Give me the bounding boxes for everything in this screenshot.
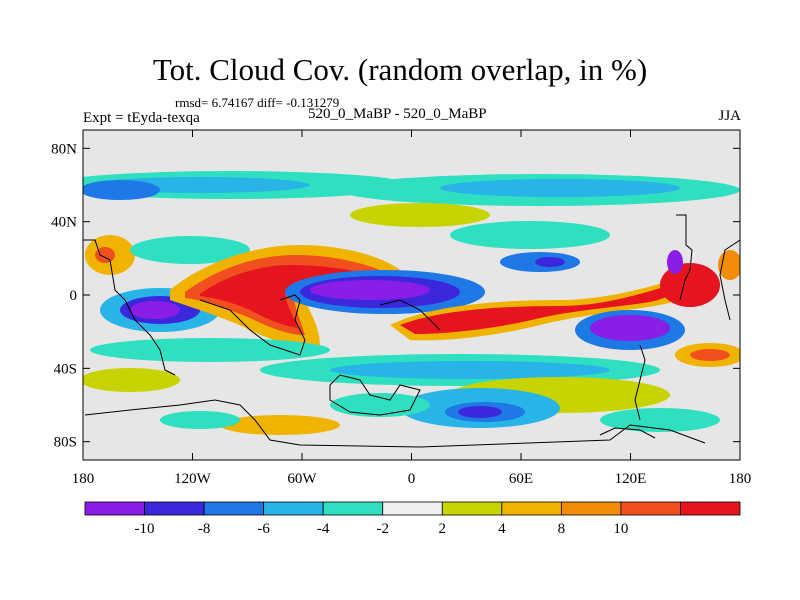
lightblue-south bbox=[330, 361, 610, 379]
cyan-south-5 bbox=[160, 411, 240, 429]
colorbar-bin bbox=[144, 501, 205, 516]
colorbar-bin bbox=[203, 501, 265, 516]
coastline-south-america bbox=[199, 294, 306, 356]
colorbar-bin bbox=[680, 501, 741, 516]
colorbar-bin bbox=[322, 501, 384, 516]
x-tick-label: 180 bbox=[72, 471, 95, 487]
colorbar: -10 -8 -6 -4 -2 2 4 8 10 bbox=[84, 501, 741, 537]
colorbar-label: 10 bbox=[613, 521, 628, 537]
colorbar-bin bbox=[501, 501, 562, 516]
coastline-africa-south bbox=[329, 374, 421, 416]
yellow-patch-1 bbox=[350, 203, 490, 227]
yellow-south bbox=[83, 368, 180, 392]
y-tick-label: 40S bbox=[54, 361, 77, 377]
colorbar-bin bbox=[84, 501, 145, 516]
colorbar-label: -4 bbox=[317, 521, 330, 537]
band-north-lightblue-2 bbox=[440, 179, 680, 197]
indigo-south bbox=[458, 406, 502, 418]
x-tick-label: 180 bbox=[729, 471, 752, 487]
rmsd-diff-stats: rmsd= 6.74167 diff= -0.131279 bbox=[175, 95, 340, 110]
violet-far-east bbox=[667, 250, 683, 274]
y-tick-label: 40N bbox=[51, 215, 77, 231]
contour-field bbox=[83, 130, 740, 460]
y-axis: 80N 40N 0 40S 80S bbox=[51, 141, 740, 451]
cyan-south bbox=[90, 338, 330, 362]
x-tick-label: 120E bbox=[615, 471, 647, 487]
y-tick-label: 80N bbox=[51, 141, 77, 157]
colorbar-bin bbox=[382, 501, 443, 516]
y-tick-label: 0 bbox=[70, 288, 78, 304]
x-tick-label: 60E bbox=[509, 471, 533, 487]
red-anomaly bbox=[200, 265, 360, 328]
experiment-label: Expt = tEyda-texqa bbox=[83, 110, 200, 126]
colorbar-label: 4 bbox=[498, 521, 506, 537]
colorbar-label: -8 bbox=[198, 521, 211, 537]
plot-title: Tot. Cloud Cov. (random overlap, in %) bbox=[152, 52, 648, 87]
coastline-americas bbox=[83, 239, 176, 376]
cyan-south-4 bbox=[600, 408, 720, 432]
indigo-patch-1 bbox=[535, 257, 565, 267]
cases-label: 520_0_MaBP - 520_0_MaBP bbox=[308, 106, 487, 122]
violet-sw bbox=[130, 301, 180, 319]
red-west bbox=[95, 247, 115, 263]
x-axis: 180 120W 60W 0 60E 120E 180 bbox=[72, 130, 752, 487]
coastline-africa bbox=[379, 299, 441, 331]
coastline-antarctica bbox=[84, 399, 706, 448]
coastline-antarctica-2 bbox=[599, 427, 656, 439]
colorbar-label: -10 bbox=[135, 521, 155, 537]
red-east bbox=[400, 285, 674, 334]
coastline-east-edge bbox=[719, 239, 740, 321]
colorbar-bin bbox=[263, 501, 324, 516]
red-se bbox=[690, 349, 730, 361]
cyan-south-3 bbox=[330, 393, 430, 417]
coastline-asia bbox=[634, 344, 646, 421]
colorbar-bin bbox=[560, 501, 622, 516]
cyan-west bbox=[130, 236, 250, 264]
violet-center bbox=[310, 280, 430, 300]
colorbar-label: 8 bbox=[558, 521, 566, 537]
colorbar-label: -2 bbox=[376, 521, 389, 537]
orange-south bbox=[220, 415, 340, 435]
y-tick-label: 80S bbox=[54, 435, 77, 451]
season-label: JJA bbox=[718, 108, 741, 124]
continent-outlines bbox=[83, 214, 740, 448]
x-tick-label: 0 bbox=[408, 471, 416, 487]
coastline-japan bbox=[676, 214, 693, 301]
colorbar-bin bbox=[620, 501, 681, 516]
cyan-patch-1 bbox=[450, 221, 610, 249]
x-tick-label: 60W bbox=[287, 471, 317, 487]
colorbar-label: 2 bbox=[439, 521, 447, 537]
band-north-blue bbox=[83, 180, 160, 200]
x-tick-label: 120W bbox=[174, 471, 212, 487]
colorbar-label: -6 bbox=[257, 521, 270, 537]
violet-east bbox=[590, 315, 670, 341]
colorbar-bin bbox=[441, 501, 503, 516]
